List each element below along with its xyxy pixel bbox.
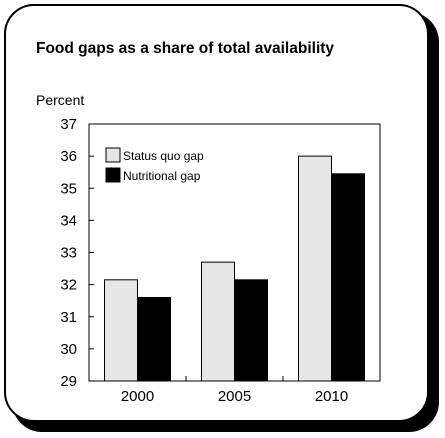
y-tick-label: 30: [60, 341, 77, 358]
legend-swatch: [105, 167, 121, 183]
bar-nutritional-2000: [137, 296, 171, 382]
y-axis-unit-label: Percent: [36, 92, 85, 108]
bar-status-quo-2005: [201, 261, 235, 382]
y-tick-label: 37: [60, 116, 77, 133]
legend-label: Nutritional gap: [123, 169, 201, 183]
y-tick-label: 31: [60, 309, 77, 326]
y-tick-label: 33: [60, 245, 77, 262]
legend-swatch: [105, 147, 121, 163]
y-tick-label: 35: [60, 180, 77, 197]
bar-status-quo-2000: [104, 279, 138, 382]
bar-nutritional-2005: [234, 279, 268, 382]
y-tick-label: 34: [60, 212, 77, 229]
bar-status-quo-2010: [298, 155, 332, 382]
legend: Status quo gap Nutritional gap: [105, 147, 204, 183]
x-axis: 2000 2005 2010: [121, 376, 381, 405]
legend-label: Status quo gap: [123, 149, 204, 163]
y-axis: 29 30 31 32 33 34 35 36 37: [60, 116, 94, 390]
y-tick-label: 32: [60, 277, 77, 294]
x-tick-label: 2010: [315, 388, 348, 405]
y-tick-label: 36: [60, 148, 77, 165]
y-tick-label: 29: [60, 373, 77, 390]
x-tick-label: 2000: [121, 388, 154, 405]
bars: [104, 155, 365, 382]
x-tick-label: 2005: [218, 388, 251, 405]
bar-nutritional-2010: [331, 173, 365, 382]
chart-title: Food gaps as a share of total availabili…: [36, 40, 335, 57]
